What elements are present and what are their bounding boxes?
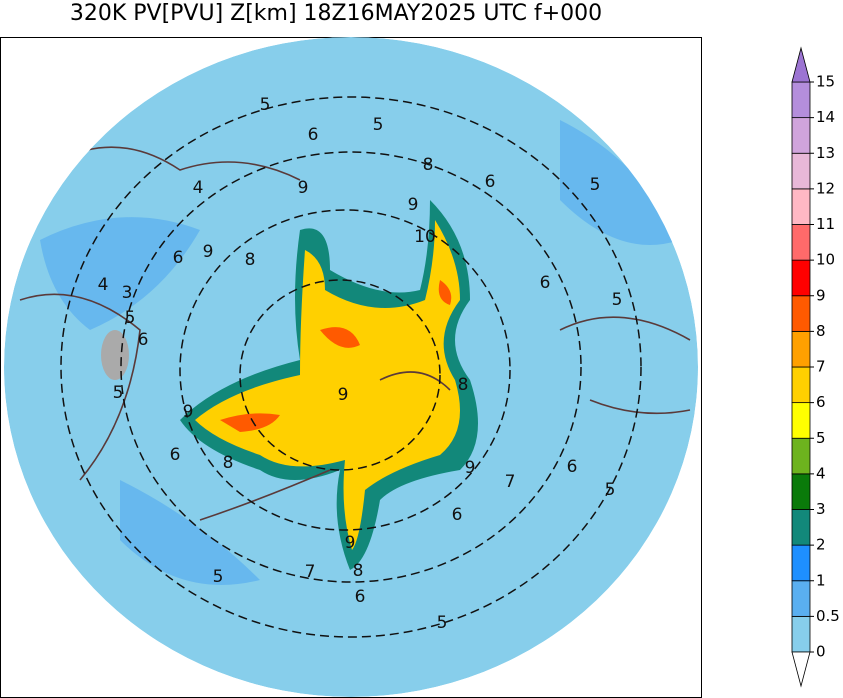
colorbar-label: 8 — [816, 322, 826, 340]
contour-label: 5 — [213, 567, 224, 587]
contour-label: 8 — [423, 155, 434, 175]
colorbar-band — [791, 473, 811, 510]
colorbar-label: 15 — [816, 73, 835, 91]
height-contours — [60, 96, 642, 638]
colorbar-label: 14 — [816, 108, 835, 126]
colorbar-band — [791, 615, 811, 653]
contour-label: 4 — [193, 178, 204, 198]
colorbar-band — [791, 117, 811, 154]
contour-label: 4 — [98, 275, 109, 295]
colorbar-band — [791, 366, 811, 404]
colorbar-label: 5 — [816, 429, 826, 447]
contour-label: 7 — [305, 562, 316, 582]
map-disk — [4, 37, 698, 697]
colorbar-label: 13 — [816, 144, 835, 162]
colorbar-over — [791, 46, 811, 83]
colorbar-band — [791, 402, 811, 439]
contour-label: 5 — [113, 383, 124, 403]
contour-label: 8 — [458, 375, 469, 395]
contour-label: 6 — [567, 457, 578, 477]
contour-label: 5 — [590, 175, 601, 195]
colorbar-band — [791, 544, 811, 582]
contour-label: 6 — [485, 172, 496, 192]
colorbar-band — [791, 509, 811, 546]
colorbar-band — [791, 330, 811, 368]
contour-label: 9 — [183, 402, 194, 422]
contour-label: 8 — [223, 453, 234, 473]
coastlines — [19, 146, 691, 521]
contour-label: 7 — [505, 472, 516, 492]
contour-label: 5 — [125, 308, 136, 328]
colorbar-label: 1 — [816, 571, 826, 589]
contour-label: 5 — [437, 613, 448, 633]
colorbar-band — [791, 437, 811, 475]
contour-label: 6 — [308, 125, 319, 145]
colorbar-label: 7 — [816, 358, 826, 376]
colorbar-label: 4 — [816, 464, 826, 482]
contour-label: 6 — [355, 587, 366, 607]
colorbar-band — [791, 152, 811, 190]
contour-label: 9 — [298, 178, 309, 198]
colorbar-band — [791, 295, 811, 332]
colorbar-band — [791, 580, 811, 617]
contour-label: 5 — [260, 95, 271, 115]
pv-peak — [220, 280, 452, 432]
contour-label: 6 — [170, 445, 181, 465]
terrain — [101, 330, 129, 380]
colorbar-band — [791, 259, 811, 297]
contour-label: 10 — [414, 227, 436, 247]
contour-label: 6 — [452, 505, 463, 525]
contour-label: 9 — [203, 242, 214, 262]
contour-label: 8 — [245, 250, 256, 270]
contour-label: 3 — [122, 283, 133, 303]
contour-label: 9 — [345, 533, 356, 553]
contour-label: 5 — [373, 115, 384, 135]
pv-high — [195, 220, 460, 550]
contour-label: 9 — [465, 458, 476, 478]
colorbar-label: 0.5 — [816, 607, 840, 625]
contour-label: 6 — [138, 330, 149, 350]
colorbar-label: 0 — [816, 643, 826, 661]
colorbar-label: 11 — [816, 215, 835, 233]
contour-label: 9 — [338, 385, 349, 405]
contour-label: 9 — [408, 195, 419, 215]
contour-label: 6 — [173, 248, 184, 268]
colorbar-label: 2 — [816, 536, 826, 554]
contour-label: 6 — [540, 273, 551, 293]
colorbar-label: 3 — [816, 500, 826, 518]
colorbar-under — [791, 651, 811, 688]
colorbar-band — [791, 81, 811, 119]
pv-low — [40, 120, 680, 585]
colorbar-label: 6 — [816, 393, 826, 411]
map-title: 320K PV[PVU] Z[km] 18Z16MAY2025 UTC f+00… — [70, 1, 602, 26]
colorbar-band — [791, 188, 811, 225]
colorbar-label: 12 — [816, 179, 835, 197]
colorbar-label: 10 — [816, 251, 835, 269]
colorbar-label: 9 — [816, 286, 826, 304]
contour-label: 5 — [612, 290, 623, 310]
colorbar-band — [791, 224, 811, 261]
contour-label: 8 — [353, 561, 364, 581]
contour-label: 5 — [605, 480, 616, 500]
